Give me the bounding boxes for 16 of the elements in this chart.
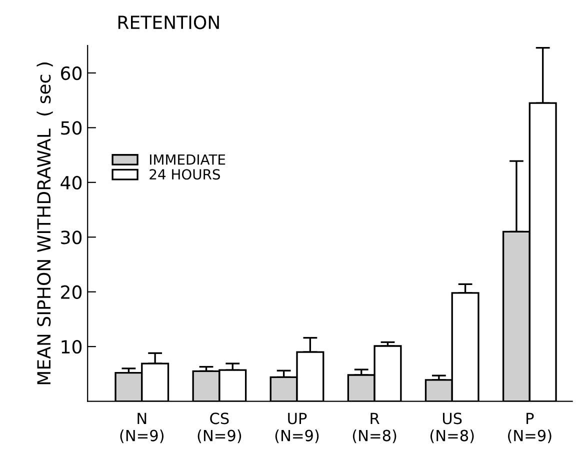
x-tick-label: CS (N=9)	[198, 412, 242, 444]
x-tick-label: US (N=8)	[430, 412, 474, 444]
y-tick-label: 10	[62, 340, 82, 354]
y-tick-label: 40	[60, 176, 82, 190]
y-tick-label: 30	[61, 230, 82, 244]
x-tick-label: R (N=8)	[352, 412, 396, 444]
legend-label: 24 HOURS	[150, 169, 220, 180]
y-tick-label: 50	[61, 121, 82, 135]
chart-title: RETENTION	[118, 16, 219, 30]
x-tick-label: P (N=9)	[508, 412, 552, 444]
legend-label: IMMEDIATE	[150, 154, 226, 165]
y-axis-title: MEAN SIPHON WITHDRAWAL ( sec )	[36, 62, 53, 384]
x-tick-label: N (N=9)	[120, 412, 164, 444]
y-tick-label: 20	[61, 285, 82, 299]
x-tick-label: UP (N=9)	[275, 412, 319, 444]
y-tick-label: 60	[61, 66, 82, 80]
